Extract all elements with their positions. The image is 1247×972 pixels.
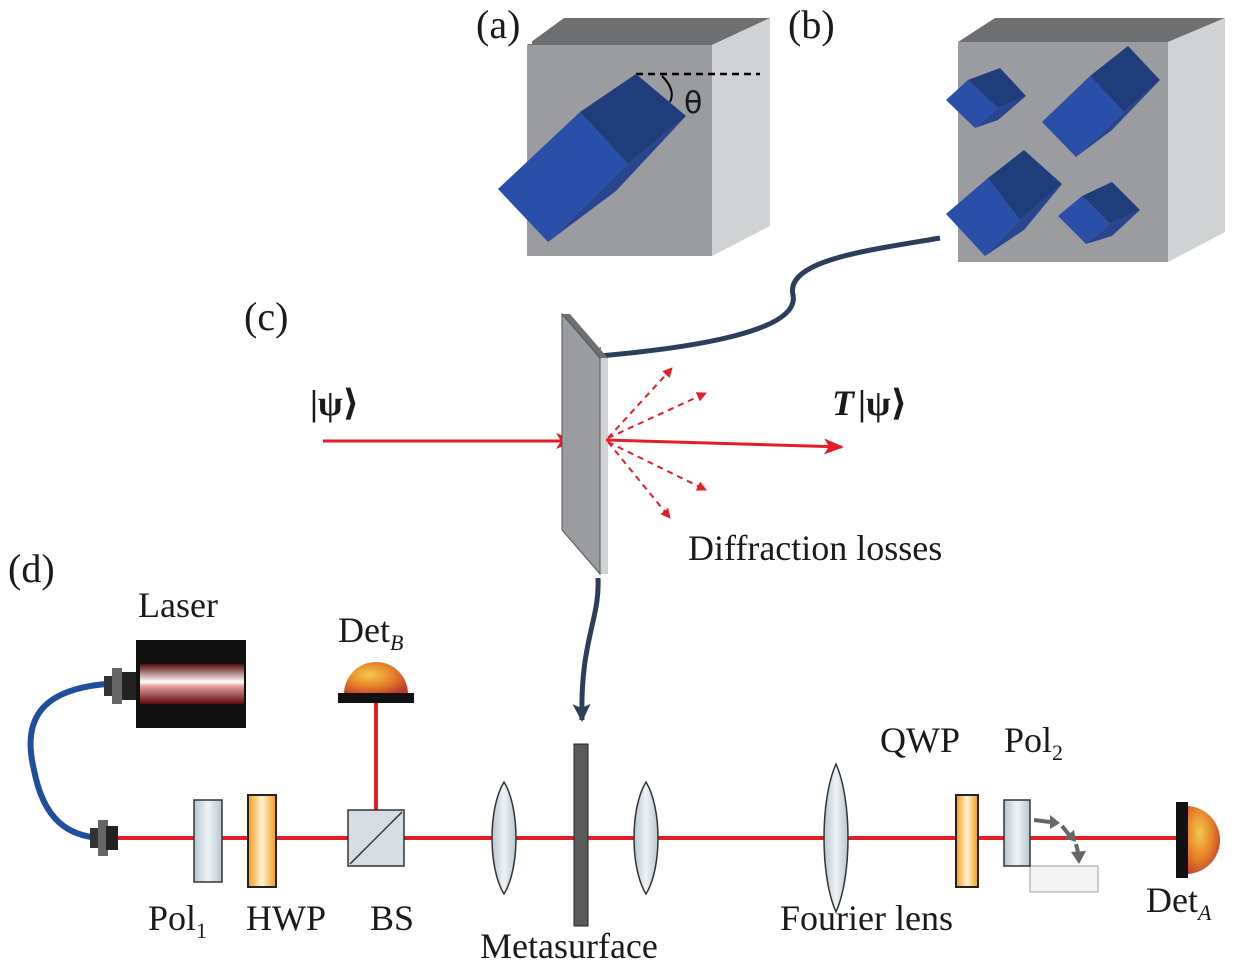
metasurface-plate <box>573 743 589 927</box>
polarizer-2 <box>1003 799 1099 893</box>
pol1-label: Pol1 <box>148 898 207 943</box>
angle-arc <box>661 75 673 103</box>
optical-fiber <box>27 681 107 841</box>
pillar-a-bottom <box>548 116 686 242</box>
qwp-label: QWP <box>880 720 960 760</box>
panel-a-label-bg <box>472 4 532 44</box>
pol2-label: Pol2 <box>1004 720 1063 765</box>
cube-a-top <box>527 18 770 45</box>
lens-1 <box>491 780 517 896</box>
panel-b-label: (b) <box>788 2 835 47</box>
output-state-operator: T <box>832 383 856 423</box>
laser-source <box>136 640 246 728</box>
panel-c-label: (c) <box>244 294 288 339</box>
det-b-label: DetB <box>338 610 403 655</box>
panel-a-label: (a) <box>476 2 520 47</box>
input-state-label: |ψ⟩ <box>310 383 359 423</box>
rotation-arrows-icon <box>1033 815 1086 864</box>
panel-d-label: (d) <box>8 546 55 591</box>
fourier-lens-label: Fourier lens <box>780 898 953 938</box>
bs-label: BS <box>370 898 414 938</box>
fiber-connector-input <box>90 820 118 856</box>
laser-label: Laser <box>138 585 218 625</box>
det-a-label: DetA <box>1146 880 1212 925</box>
pillar-b2 <box>1042 76 1124 157</box>
detector-a <box>1176 802 1220 878</box>
hwp-label: HWP <box>246 898 326 938</box>
pillar-b3 <box>946 178 1020 256</box>
diffraction-rays <box>607 367 707 519</box>
diffraction-losses-label: Diffraction losses <box>688 528 942 568</box>
fiber-connector-laser <box>104 668 136 704</box>
pillar-a-end <box>580 74 686 164</box>
metasurface-slab <box>561 312 608 576</box>
connector-b-to-metasurface <box>584 235 941 365</box>
pillar-b4 <box>1058 196 1110 244</box>
half-wave-plate <box>247 794 277 888</box>
pillar-b1 <box>946 80 998 128</box>
panel-b-supercell <box>946 18 1225 262</box>
cube-b-side <box>1168 18 1225 262</box>
cube-a-side <box>712 18 770 256</box>
quarter-wave-plate <box>955 794 979 888</box>
panel-a-unit-cell <box>498 18 770 256</box>
cube-b-top <box>958 18 1225 42</box>
beam-splitter <box>347 809 405 867</box>
output-state-label: |ψ⟩ <box>858 383 907 423</box>
detector-b <box>338 662 414 703</box>
polarizer-1 <box>193 799 223 883</box>
connector-slab-to-setup <box>572 577 601 722</box>
lens-2 <box>633 780 659 896</box>
output-beam <box>605 438 844 455</box>
pillar-a-front <box>498 112 628 242</box>
fourier-lens <box>823 762 849 914</box>
metasurface-label: Metasurface <box>480 926 658 966</box>
angle-theta-label: θ <box>684 86 702 121</box>
